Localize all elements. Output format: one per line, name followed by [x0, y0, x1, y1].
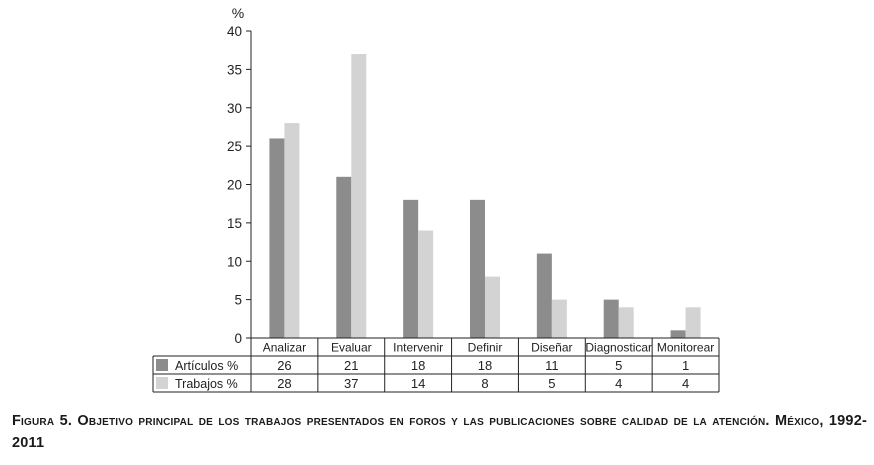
legend-swatch-trabajos: [156, 377, 168, 389]
bar-articulos-intervenir: [403, 199, 419, 338]
bar-trabajos-diagnosticar: [618, 307, 634, 338]
table-value: 28: [277, 376, 291, 391]
table-value: 4: [615, 376, 622, 391]
bar-articulos-analizar: [269, 138, 285, 338]
bar-trabajos-monitorear: [685, 307, 701, 338]
category-label: Evaluar: [331, 341, 372, 355]
bar-articulos-monitorear: [670, 330, 686, 338]
table-value: 4: [682, 376, 689, 391]
y-tick-label: 10: [227, 254, 242, 269]
table-value: 26: [277, 358, 291, 373]
y-tick-label: 25: [227, 139, 242, 154]
table-value: 14: [411, 376, 425, 391]
y-tick-label: 20: [227, 178, 242, 193]
y-tick-label: 30: [227, 101, 242, 116]
y-tick-label: 15: [227, 216, 242, 231]
y-axis-ticks: 0 5 10 15 20 25 30 35 40: [227, 24, 251, 346]
bar-trabajos-intervenir: [418, 230, 434, 338]
y-axis-label: %: [232, 5, 244, 21]
bar-articulos-definir: [470, 199, 485, 338]
category-label: Diagnosticar: [585, 341, 652, 355]
table-value: 1: [682, 358, 689, 373]
table-value: 18: [478, 358, 492, 373]
bar-articulos-diseñar: [536, 253, 552, 338]
table-value: 5: [548, 376, 555, 391]
category-label: Definir: [468, 341, 503, 355]
table-value: 8: [481, 376, 488, 391]
legend-swatch-articulos: [156, 359, 168, 371]
table-value: 11: [545, 358, 559, 373]
chart-bars: [269, 54, 701, 339]
data-table: Analizar Evaluar Intervenir Definir Diseñar D…: [152, 337, 720, 393]
bar-trabajos-analizar: [284, 123, 300, 338]
chart-axes: %: [232, 5, 252, 338]
bar-trabajos-definir: [485, 276, 500, 338]
y-tick-label: 35: [227, 62, 242, 77]
bar-trabajos-diseñar: [551, 299, 567, 338]
y-tick-label: 40: [227, 24, 242, 39]
figure-caption: Figura 5. Objetivo principal de los trab…: [12, 413, 867, 451]
category-label: Intervenir: [393, 341, 443, 355]
table-value: 18: [411, 358, 425, 373]
bar-trabajos-evaluar: [351, 54, 367, 339]
category-label: Analizar: [263, 341, 306, 355]
table-value: 21: [344, 358, 358, 373]
y-tick-label: 0: [234, 331, 242, 346]
y-tick-label: 5: [234, 293, 242, 308]
bar-articulos-diagnosticar: [603, 299, 619, 338]
table-value: 37: [344, 376, 358, 391]
bar-articulos-evaluar: [336, 176, 352, 338]
series-label: Artículos %: [175, 359, 238, 373]
series-label: Trabajos %: [175, 377, 238, 391]
table-value: 5: [615, 358, 622, 373]
category-label: Diseñar: [531, 341, 572, 355]
category-label: Monitorear: [657, 341, 714, 355]
